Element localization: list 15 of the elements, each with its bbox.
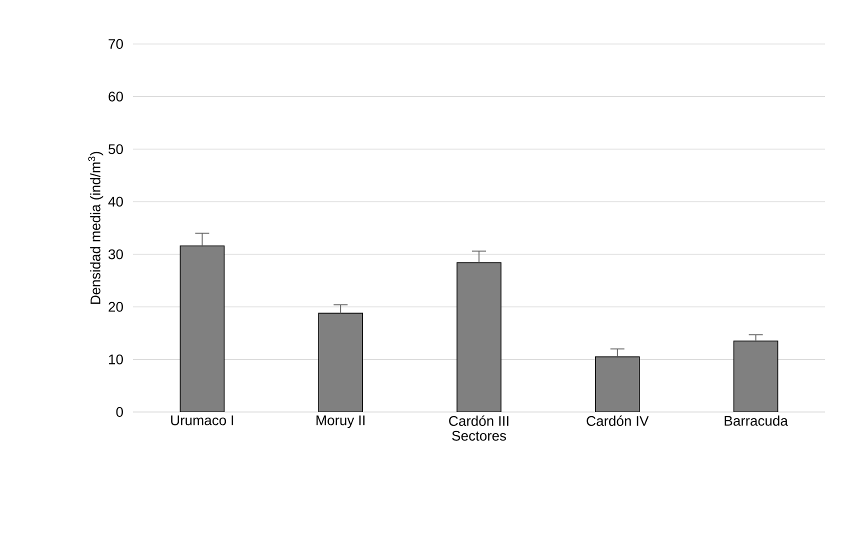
x-tick-label: Cardón III xyxy=(449,416,508,426)
x-tick-label: Moruy II xyxy=(316,416,364,428)
y-tick-label: 30 xyxy=(108,249,123,260)
y-tick-label: 10 xyxy=(109,354,123,364)
y-tick-label: 40 xyxy=(108,196,123,207)
y-axis-title: Densidad media (ind/m$^{3}$) xyxy=(88,152,104,304)
x-axis-title: Sectores xyxy=(452,430,506,441)
x-tick-label: Barracuda xyxy=(724,416,788,426)
x-tick-label: Urumaco I xyxy=(171,416,234,426)
y-tick-label: 0 xyxy=(116,407,123,417)
x-tick-label: Cardón IV xyxy=(586,416,649,426)
y-tick-label: 70 xyxy=(108,39,123,49)
y-tick-label: 60 xyxy=(108,92,123,102)
y-tick-label: 20 xyxy=(108,302,123,312)
y-tick-label: 50 xyxy=(108,144,123,154)
